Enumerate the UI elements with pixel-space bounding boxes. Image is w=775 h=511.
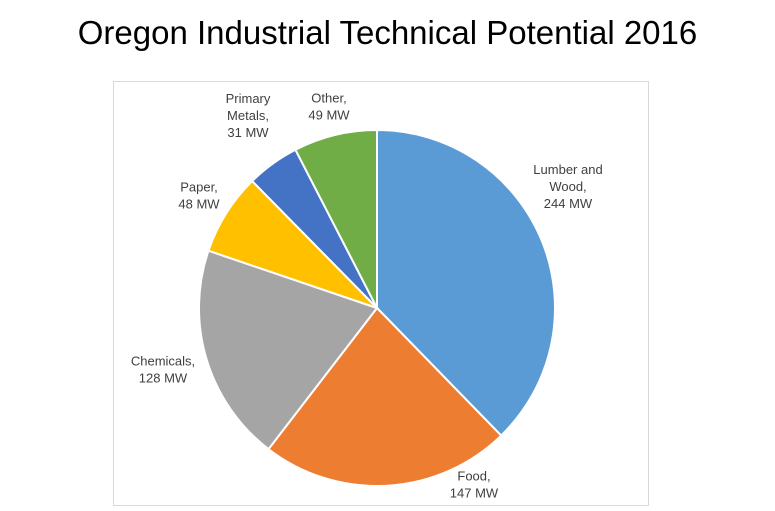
pie-slice-food	[267, 306, 503, 487]
pie-slice-chemicals	[198, 249, 379, 451]
slice-label-primary-metals: Primary Metals, 31 MW	[226, 91, 271, 140]
pie-slice-other	[294, 128, 378, 309]
pie-slice-lumber-and-wood	[376, 128, 556, 437]
pie-slices	[198, 128, 556, 487]
chart-title: Oregon Industrial Technical Potential 20…	[77, 14, 698, 51]
slice-label-food: Food, 147 MW	[450, 469, 499, 501]
slice-label-other: Other, 49 MW	[308, 91, 350, 123]
slice-label-lumber-and-wood: Lumber and Wood, 244 MW	[533, 162, 602, 211]
slice-label-chemicals: Chemicals, 128 MW	[131, 354, 195, 386]
pie-labels: Lumber and Wood, 244 MW Food, 147 MW Chemical…	[131, 91, 603, 501]
slice-label-paper: Paper, 48 MW	[178, 180, 220, 212]
